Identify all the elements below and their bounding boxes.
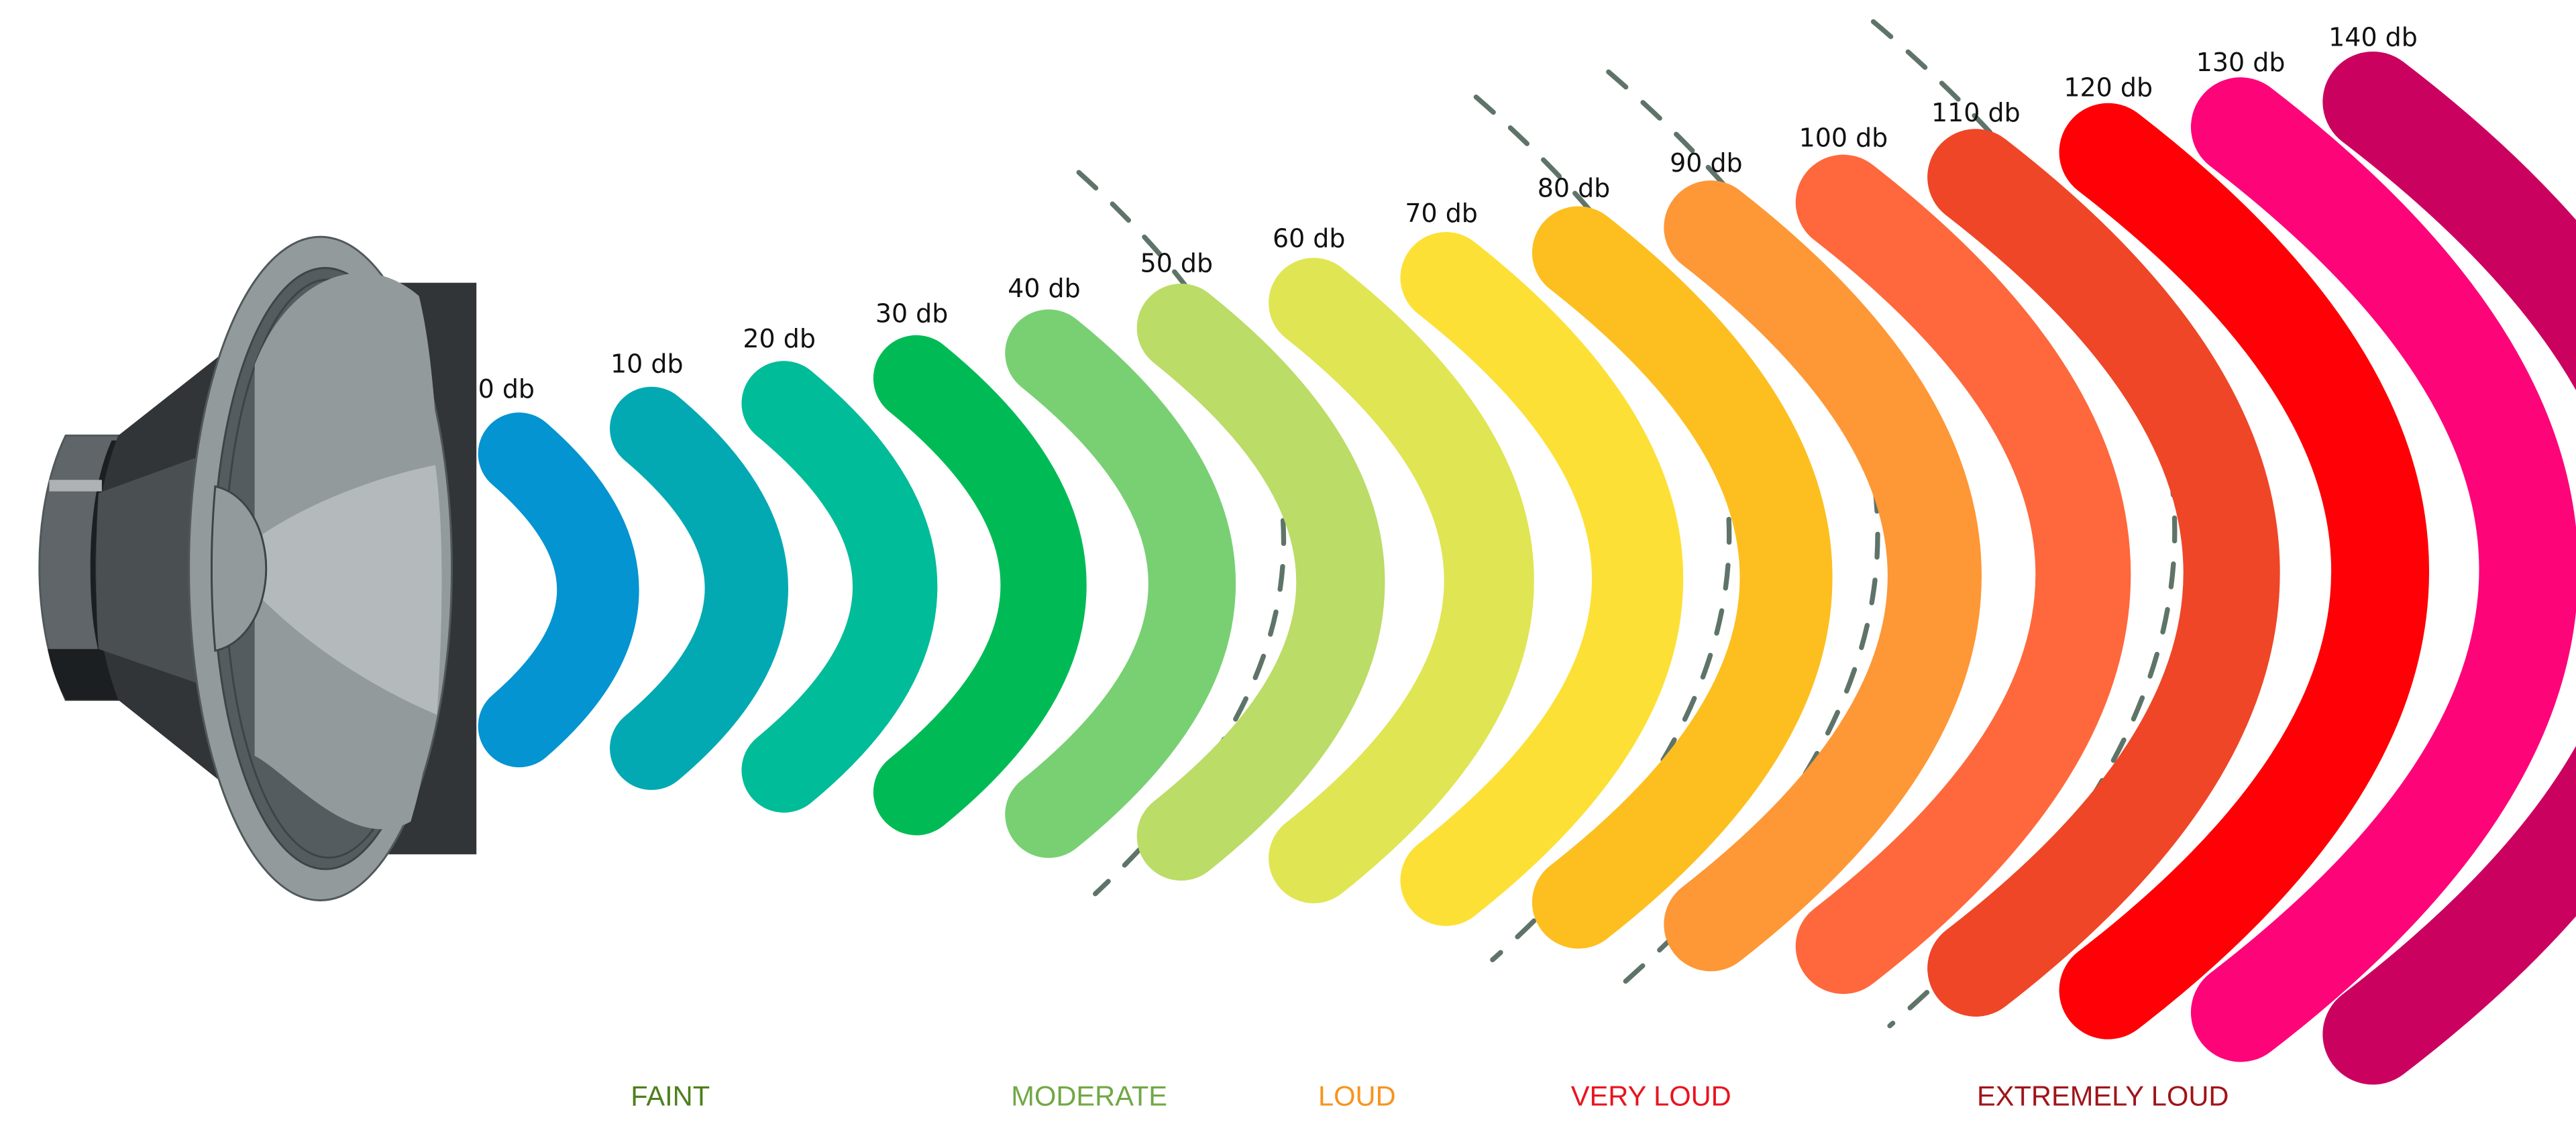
sound-arc-110db — [1927, 129, 2280, 1017]
sound-arc-130db — [2190, 77, 2576, 1062]
db-label-50: 50 db — [1140, 249, 1214, 278]
db-label-40: 40 db — [1008, 274, 1081, 303]
category-label-loud: LOUD — [1318, 1080, 1396, 1112]
speaker-icon — [38, 235, 477, 901]
sound-arc-30db — [873, 335, 1087, 836]
db-label-80: 80 db — [1538, 173, 1610, 203]
sound-arc-60db — [1269, 258, 1534, 903]
sound-arc-50db — [1136, 283, 1385, 881]
db-label-10: 10 db — [610, 349, 684, 379]
db-label-130: 130 db — [2196, 48, 2286, 77]
category-label-moderate: MODERATE — [1011, 1080, 1167, 1112]
db-label-120: 120 db — [2063, 72, 2153, 102]
db-label-100: 100 db — [1799, 123, 1888, 152]
sound-arc-140db — [2322, 51, 2576, 1085]
db-label-20: 20 db — [743, 324, 816, 353]
sound-arc-40db — [1005, 309, 1236, 858]
category-labels: FAINT MODERATE LOUD VERY LOUD EXTREMELY LOUD — [631, 1080, 2229, 1112]
db-label-140: 140 db — [2328, 23, 2418, 52]
sound-arc-120db — [2059, 103, 2429, 1039]
db-label-70: 70 db — [1405, 199, 1477, 228]
category-label-very-loud: VERY LOUD — [1571, 1080, 1731, 1112]
sound-arc-0db — [478, 412, 639, 768]
sound-arcs — [478, 51, 2576, 1085]
db-label-90: 90 db — [1670, 148, 1742, 178]
sound-arc-70db — [1400, 232, 1684, 926]
category-label-faint: FAINT — [631, 1080, 710, 1112]
db-label-0: 0 db — [478, 374, 535, 404]
category-label-extremely-loud: EXTREMELY LOUD — [1977, 1080, 2229, 1112]
db-labels: 0 db 10 db 20 db 30 db 40 db 50 db 60 db 70 db 8… — [478, 23, 2418, 404]
sound-arc-80db — [1532, 206, 1833, 949]
speaker-cone-highlight — [262, 465, 442, 715]
sound-arc-20db — [741, 361, 938, 813]
db-label-60: 60 db — [1273, 223, 1346, 253]
speaker-dust-cap — [210, 485, 268, 653]
db-label-30: 30 db — [875, 299, 949, 329]
sound-arc-100db — [1795, 154, 2131, 995]
sound-arc-10db — [610, 386, 788, 790]
speaker-magnet-highlight — [49, 480, 102, 492]
db-label-110: 110 db — [1931, 98, 2021, 127]
sound-arc-90db — [1664, 180, 1982, 972]
